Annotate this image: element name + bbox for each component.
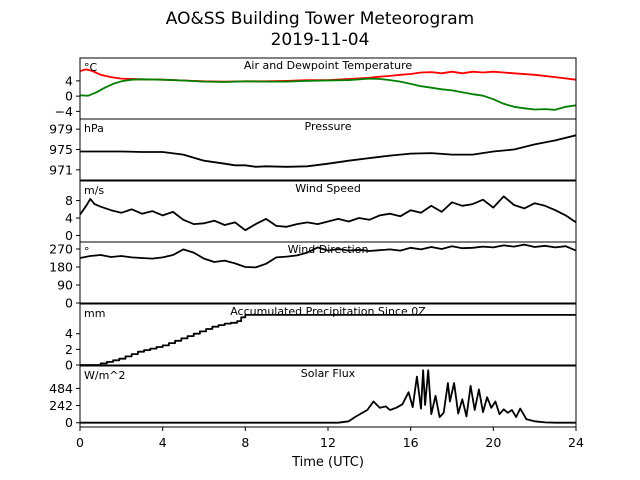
panel-unit: ° (84, 245, 90, 258)
panel-1: −404 °C Air and Dewpoint Temperature (55, 57, 577, 120)
panel-title: Wind Direction (288, 243, 369, 256)
y-tick-label: 0 (65, 89, 73, 104)
panel-title: Accumulated Precipitation Since 0Z (230, 305, 426, 318)
y-tick-label: 2 (65, 342, 73, 357)
panel-4-series-1 (80, 243, 576, 269)
panel-2-series-1 (80, 134, 576, 168)
y-tick-label: 4 (65, 211, 73, 226)
panel-6-series-1 (80, 369, 576, 424)
x-axis-label: Time (UTC) (291, 455, 364, 470)
panel-3: 0 4 8 m/s Wind Speed (65, 180, 577, 243)
y-tick-label: −4 (55, 104, 73, 119)
y-tick-label: 0 (65, 296, 73, 311)
x-axis: 0 4 8 12 16 20 24 (76, 427, 584, 450)
panel-1-series-2 (80, 77, 576, 111)
chart-subtitle: 2019-11-04 (271, 30, 370, 50)
x-tick-label: 16 (403, 435, 419, 450)
y-tick-label: 0 (65, 358, 73, 373)
chart-title: AO&SS Building Tower Meteorogram (166, 9, 474, 29)
x-tick-label: 24 (568, 435, 584, 450)
panel-unit: W/m^2 (84, 369, 126, 382)
panel-title: Pressure (305, 120, 352, 133)
x-tick-label: 12 (320, 435, 336, 450)
y-tick-label: 4 (65, 326, 73, 341)
y-tick-label: 975 (49, 142, 73, 157)
panel-title: Solar Flux (301, 367, 356, 380)
y-tick-label: 270 (49, 242, 73, 257)
x-tick-label: 4 (159, 435, 167, 450)
x-tick-label: 8 (241, 435, 249, 450)
panel-5: 024 mm Accumulated Precipitation Since 0Z (65, 303, 577, 373)
y-tick-label: 0 (65, 228, 73, 243)
y-tick-label: 0 (65, 415, 73, 430)
panel-2: 971 975 979 hPa Pressure (49, 118, 577, 181)
y-tick-label: 90 (57, 278, 73, 293)
panel-title: Air and Dewpoint Temperature (244, 59, 412, 72)
y-tick-label: 242 (49, 398, 73, 413)
y-tick-label: 180 (49, 260, 73, 275)
panel-6: 0 242 484 W/m^2 Solar Flux (49, 365, 577, 430)
panel-3-series-1 (80, 195, 576, 232)
x-tick-label: 20 (485, 435, 501, 450)
panels-group: −404°C Air and Dewpoint Temperature971975… (49, 57, 577, 430)
panel-5-frame (79, 303, 577, 366)
panel-unit: mm (84, 307, 105, 320)
panel-4: 0 90 180 270 ° Wind Direction (49, 241, 577, 311)
panel-unit: °C (84, 61, 98, 74)
panel-5-series-1 (80, 314, 576, 365)
y-tick-label: 4 (65, 73, 73, 88)
y-tick-label: 8 (65, 193, 73, 208)
panel-title: Wind Speed (295, 182, 361, 195)
y-tick-label: 484 (49, 381, 73, 396)
x-tick-label: 0 (76, 435, 84, 450)
panel-unit: m/s (84, 184, 104, 197)
panel-4-frame (79, 241, 577, 304)
y-tick-label: 979 (49, 122, 73, 137)
panel-unit: hPa (84, 122, 104, 135)
y-tick-label: 971 (49, 162, 73, 177)
